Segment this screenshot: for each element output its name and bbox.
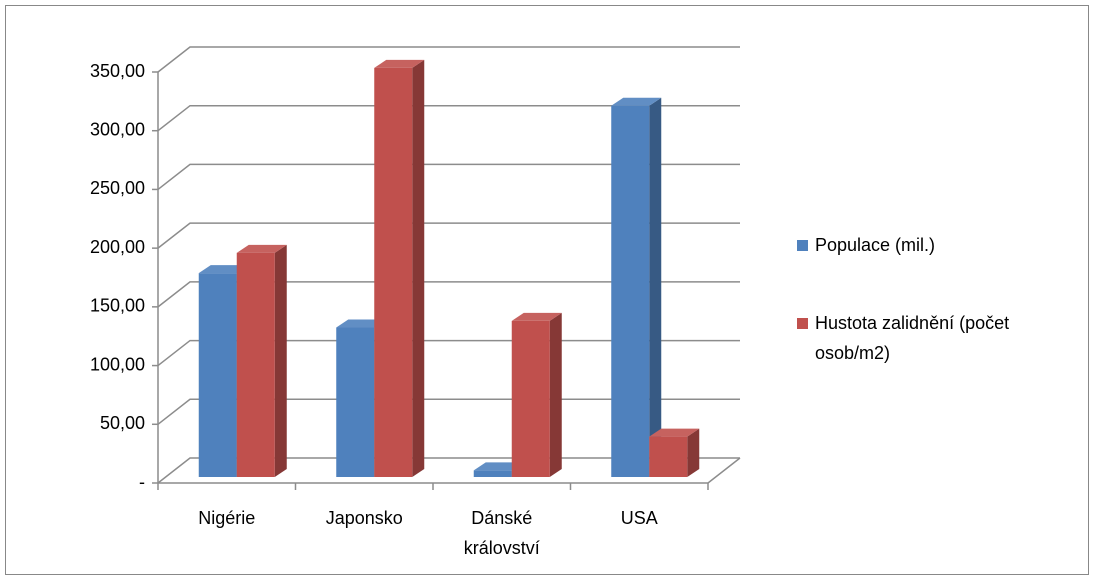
bar-front xyxy=(511,320,550,477)
bar-top xyxy=(473,462,524,471)
bar-front xyxy=(198,273,237,477)
x-tick-label: Dánské království xyxy=(463,508,540,558)
y-tick-label: 300,00 xyxy=(90,119,145,139)
bar-front xyxy=(649,436,688,477)
grid-line xyxy=(157,104,740,132)
grid-line xyxy=(157,163,740,191)
legend-label: Hustota zalidnění (počet osob/m2) xyxy=(815,313,1010,363)
bar xyxy=(649,428,700,477)
bar-top xyxy=(236,244,287,253)
bar-side xyxy=(274,244,287,477)
bar-front xyxy=(236,252,275,477)
grid-line xyxy=(157,222,740,249)
bar-front xyxy=(473,470,512,477)
legend-label: Populace (mil.) xyxy=(815,235,936,255)
y-tick-label: 200,00 xyxy=(90,237,145,257)
y-tick-label: 100,00 xyxy=(90,354,145,374)
bar-top xyxy=(336,319,387,328)
bar-front xyxy=(611,105,650,477)
bar xyxy=(511,312,562,477)
y-tick-label: 150,00 xyxy=(90,296,145,316)
x-tick-label: Nigérie xyxy=(198,508,256,528)
bar-side xyxy=(687,428,700,477)
grid-line xyxy=(157,46,740,73)
bar-side xyxy=(549,312,562,477)
y-tick-label: 350,00 xyxy=(90,61,145,81)
bar-top xyxy=(198,265,249,274)
bar-top xyxy=(611,97,662,106)
bar xyxy=(236,244,287,477)
grid-line xyxy=(157,281,740,308)
bar-front xyxy=(336,327,375,477)
bar-front xyxy=(374,67,413,478)
x-tick-label: USA xyxy=(620,508,658,528)
bar-side xyxy=(649,97,662,477)
bar-top xyxy=(511,312,562,321)
bar-side xyxy=(412,59,425,478)
legend-swatch xyxy=(797,240,808,251)
bar xyxy=(374,59,425,478)
legend-swatch xyxy=(797,318,808,329)
y-tick-label: - xyxy=(139,472,145,492)
bar-top xyxy=(374,59,425,68)
y-tick-label: 50,00 xyxy=(100,413,145,433)
y-tick-label: 250,00 xyxy=(90,178,145,198)
bar xyxy=(611,97,662,477)
chart-border xyxy=(5,5,1089,575)
bar-top xyxy=(649,428,700,437)
x-tick-label: Japonsko xyxy=(325,508,403,528)
